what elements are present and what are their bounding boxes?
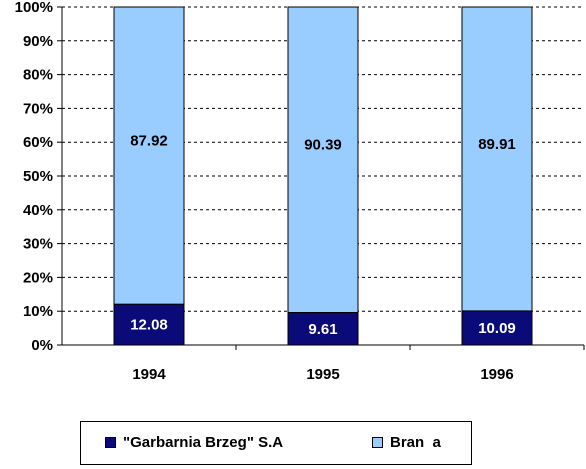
y-tick-label: 10% bbox=[23, 303, 53, 320]
x-tick-label: 1994 bbox=[132, 366, 166, 383]
y-tick-labels: 0% 10% 20% 30% 40% 50% 60% 70% 80% 90% 100% bbox=[15, 0, 53, 354]
legend-label-branza: Bran a bbox=[390, 434, 441, 451]
y-tick-label: 80% bbox=[23, 67, 53, 84]
legend-item-garbarnia: "Garbarnia Brzeg" S.A bbox=[105, 434, 283, 451]
data-label: 9.61 bbox=[308, 321, 337, 338]
y-tick-label: 20% bbox=[23, 269, 53, 286]
x-tick-label: 1996 bbox=[480, 366, 513, 383]
legend-label-garbarnia: "Garbarnia Brzeg" S.A bbox=[123, 434, 284, 451]
x-tick-label: 1995 bbox=[306, 366, 339, 383]
legend-swatch-garbarnia bbox=[105, 437, 116, 448]
y-tick-label: 60% bbox=[23, 134, 53, 151]
bar-segment bbox=[461, 6, 533, 312]
y-tick-label: 30% bbox=[23, 236, 53, 253]
y-tick-label: 70% bbox=[23, 100, 53, 117]
y-tick-label: 40% bbox=[23, 202, 53, 219]
legend: "Garbarnia Brzeg" S.A Bran a bbox=[80, 421, 472, 465]
axes bbox=[57, 6, 585, 350]
y-tick-label: 0% bbox=[31, 337, 53, 354]
data-label: 10.09 bbox=[478, 320, 516, 337]
y-tick-label: 90% bbox=[23, 33, 53, 50]
bar-segment bbox=[113, 6, 185, 305]
bars bbox=[113, 6, 533, 346]
legend-item-branza: Bran a bbox=[372, 434, 441, 451]
y-tick-label: 50% bbox=[23, 168, 53, 185]
data-label: 87.92 bbox=[130, 133, 168, 150]
data-label: 90.39 bbox=[304, 136, 342, 153]
data-label: 12.08 bbox=[130, 317, 168, 334]
x-tick-labels: 1994 1995 1996 bbox=[132, 366, 513, 383]
legend-swatch-branza bbox=[372, 437, 383, 448]
bar-segment bbox=[287, 6, 359, 314]
value-labels: 12.08 87.92 9.61 90.39 10.09 89.91 bbox=[130, 133, 516, 338]
y-tick-label: 100% bbox=[15, 0, 53, 16]
data-label: 89.91 bbox=[478, 136, 516, 153]
